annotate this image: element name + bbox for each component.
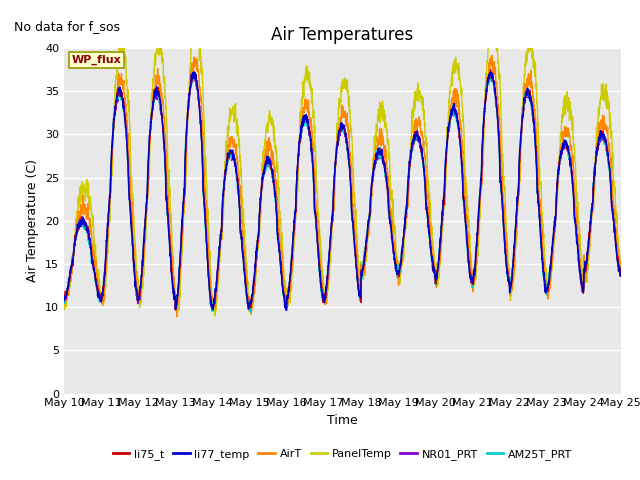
Legend: li75_t, li77_temp, AirT, PanelTemp, NR01_PRT, AM25T_PRT: li75_t, li77_temp, AirT, PanelTemp, NR01… <box>108 444 577 464</box>
Text: WP_flux: WP_flux <box>72 55 121 65</box>
X-axis label: Time: Time <box>327 414 358 427</box>
Title: Air Temperatures: Air Temperatures <box>271 25 413 44</box>
Y-axis label: Air Temperature (C): Air Temperature (C) <box>26 159 40 282</box>
Text: No data for f_sos: No data for f_sos <box>14 20 120 33</box>
